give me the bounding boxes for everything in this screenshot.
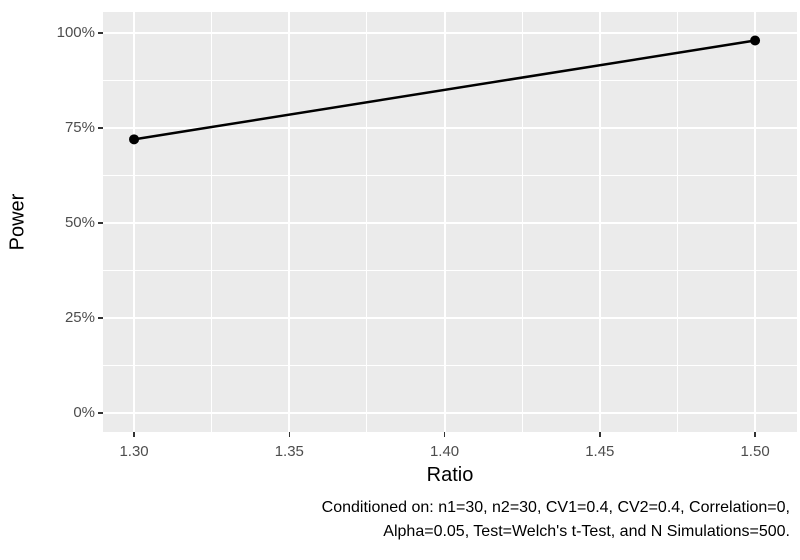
gridline-minor-y — [103, 79, 797, 81]
series-line — [133, 39, 756, 141]
gridline-minor-y — [103, 174, 797, 176]
series-layer — [129, 35, 761, 145]
gridline-major-y — [103, 31, 797, 34]
y-tick-mark — [98, 412, 103, 414]
y-tick-label: 25% — [64, 308, 95, 326]
x-tick-mark — [443, 432, 446, 437]
data-point — [750, 35, 761, 46]
y-tick-label: 0% — [73, 403, 95, 421]
y-tick-mark — [98, 317, 103, 319]
x-tick-mark — [754, 432, 756, 437]
x-tick-label: 1.40 — [429, 443, 460, 460]
y-tick-mark — [98, 222, 103, 224]
x-tick-mark — [599, 432, 601, 437]
y-tick-label: 100% — [56, 23, 95, 41]
gridline-minor-y — [103, 364, 797, 366]
plot-panel — [103, 12, 797, 432]
gridline-major-y — [103, 316, 797, 319]
x-tick-label: 1.50 — [740, 443, 770, 460]
x-tick-label: 1.45 — [585, 443, 615, 460]
gridline-major-y — [103, 411, 797, 414]
y-axis-title: Power — [6, 193, 29, 251]
y-tick-label: 50% — [64, 213, 95, 231]
x-tick-label: 1.35 — [274, 443, 304, 460]
gridline-major-y — [103, 126, 797, 129]
data-point — [129, 134, 140, 145]
x-tick-mark — [133, 432, 135, 437]
y-tick-mark — [98, 32, 103, 34]
x-axis-title: Ratio — [426, 464, 474, 486]
plot-caption: Conditioned on: n1=30, n2=30, CV1=0.4, C… — [321, 499, 790, 540]
y-tick-mark — [98, 127, 103, 129]
y-tick-label: 75% — [64, 118, 95, 136]
gridline-minor-y — [103, 269, 797, 271]
x-tick-label: 1.30 — [119, 443, 149, 460]
gridline-major-y — [103, 221, 797, 224]
x-tick-mark — [288, 432, 291, 437]
